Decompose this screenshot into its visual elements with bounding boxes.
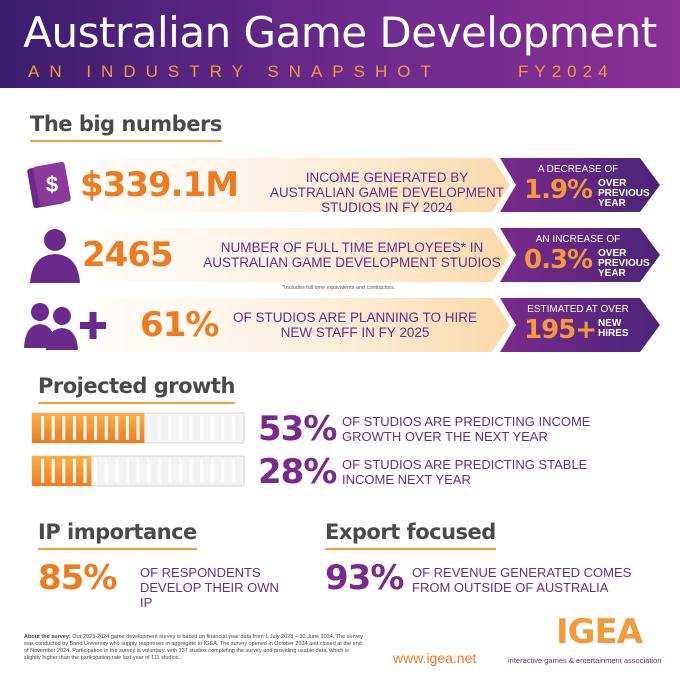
about-survey: About the survey: Our 2023-2024 game dev…: [24, 634, 364, 662]
note-intro: A DECREASE OF: [537, 164, 619, 175]
note-intro: AN INCREASE OF: [535, 234, 621, 245]
bar-fill: [32, 456, 92, 486]
icon-people: [24, 303, 106, 350]
section-heading: Projected growth: [38, 374, 235, 404]
year: FY2024: [518, 62, 614, 81]
note-arrow: [500, 298, 660, 352]
note-intro: ESTIMATED AT OVER: [527, 304, 629, 315]
note-tail: OVER PREVIOUS YEAR: [598, 178, 650, 209]
icon-person: [30, 229, 80, 283]
logo: IGEA: [556, 612, 643, 652]
website[interactable]: www.igea.net: [393, 650, 477, 666]
big-figure: 2465: [82, 235, 174, 275]
about-text: Our 2023-2024 game development survey is…: [24, 634, 363, 661]
description: INCOME GENERATED BY AUSTRALIAN GAME DEVE…: [269, 170, 505, 215]
growth-figure: 53%: [258, 409, 337, 449]
growth-text: OF STUDIOS ARE PREDICTING INCOME GROWTH …: [342, 414, 591, 444]
export-figure: 93%: [325, 558, 404, 598]
banner: [100, 228, 510, 282]
description: OF STUDIOS ARE PLANNING TO HIRE NEW STAF…: [232, 310, 478, 340]
note-figure: 0.3%: [524, 245, 593, 275]
big-figure: 61%: [140, 305, 219, 345]
title: Australian Game Development: [23, 8, 657, 57]
growth-text: OF STUDIOS ARE PREDICTING STABLE INCOME …: [342, 457, 588, 487]
note-figure: 195+: [524, 315, 597, 345]
description: NUMBER OF FULL TIME EMPLOYEES* IN AUSTRA…: [203, 240, 501, 270]
section-heading: The big numbers: [30, 112, 222, 142]
growth-figure: 28%: [258, 452, 337, 492]
about-label: About the survey:: [24, 634, 71, 640]
svg-text:$: $: [46, 172, 58, 197]
note-figure: 1.9%: [524, 175, 593, 205]
icon-book: $: [27, 162, 71, 208]
banner: [100, 298, 510, 352]
banner: [100, 158, 510, 212]
subtitle: AN INDUSTRY SNAPSHOT: [28, 62, 441, 81]
ip-text: OF RESPONDENTS DEVELOP THEIR OWN IP: [140, 565, 279, 610]
header-band: [0, 0, 680, 88]
logo-tagline: interactive games & entertainment associ…: [508, 656, 662, 665]
note-arrow: [500, 228, 660, 282]
note-tail: NEW HIRES: [598, 318, 629, 339]
note-arrow: [500, 158, 660, 212]
section-heading: Export focused: [325, 520, 496, 550]
section-heading: IP importance: [38, 520, 197, 550]
big-figure: $339.1M: [80, 165, 239, 205]
footnote: *Includes full time equivalents and cont…: [282, 285, 396, 291]
note-tail: OVER PREVIOUS YEAR: [598, 248, 650, 279]
bar-fill: [32, 413, 145, 443]
ip-figure: 85%: [38, 558, 117, 598]
export-text: OF REVENUE GENERATED COMES FROM OUTSIDE …: [412, 565, 632, 595]
